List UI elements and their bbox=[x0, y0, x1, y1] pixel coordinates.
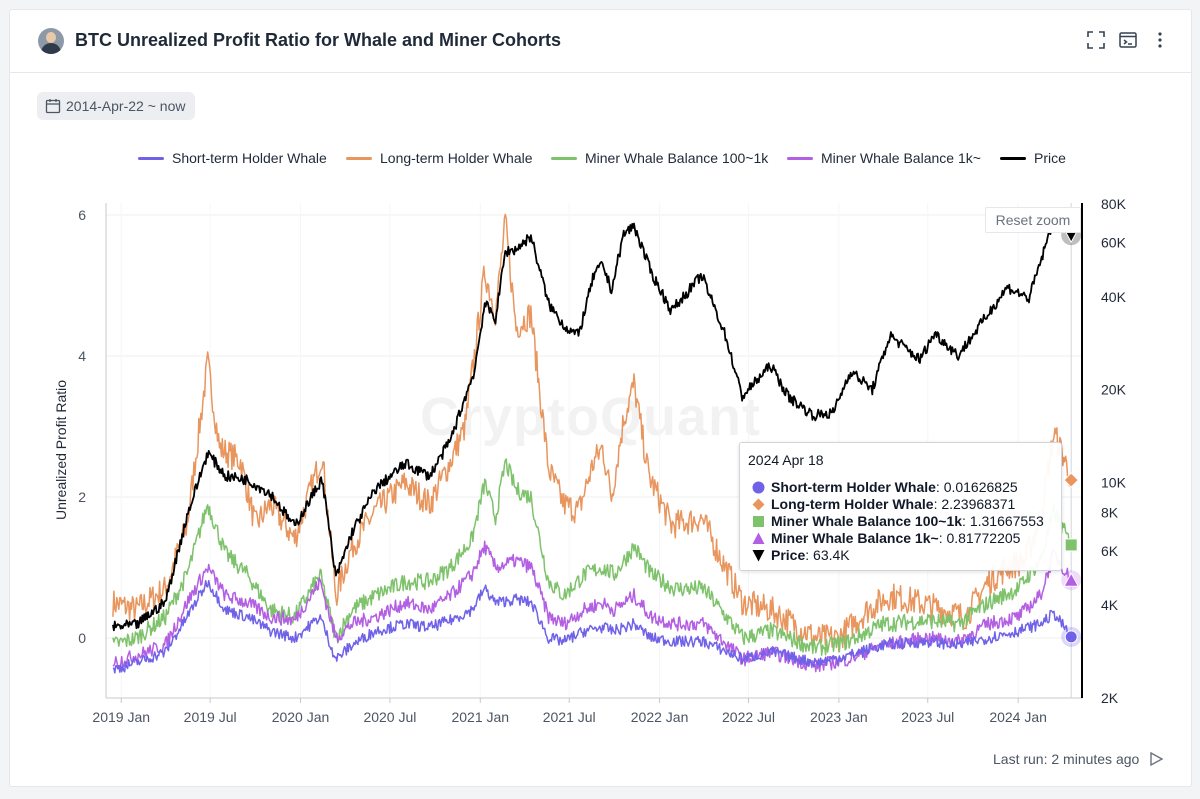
chart-title: BTC Unrealized Profit Ratio for Whale an… bbox=[75, 30, 562, 50]
series-line-miner-whale-100-1k bbox=[112, 458, 1072, 656]
chart-plot[interactable]: 0 2 4 6 2K 4K 6K 8K 10K 20K 40K 60K 80K 2019 Jan 2019 … bbox=[10, 10, 1191, 786]
x-tick-label: 2024 Jan bbox=[989, 709, 1047, 725]
tooltip-row: Short-term Holder Whale: 0.01626825 bbox=[752, 479, 1018, 495]
hover-marker-sth bbox=[1064, 630, 1078, 644]
hover-marker-mw1k bbox=[1063, 572, 1080, 587]
last-run-text: Last run: 2 minutes ago bbox=[993, 751, 1140, 767]
y2-tick-label: 4K bbox=[1101, 597, 1119, 613]
terminal-icon[interactable] bbox=[1118, 30, 1138, 50]
x-tick-label: 2020 Jan bbox=[272, 709, 330, 725]
triangle-down-marker-icon bbox=[752, 549, 765, 562]
y-axis-label: Unrealized Profit Ratio bbox=[53, 380, 69, 520]
legend-item-sth[interactable]: Short-term Holder Whale bbox=[138, 150, 327, 166]
y-tick-label: 6 bbox=[78, 207, 86, 223]
legend-label: Long-term Holder Whale bbox=[380, 150, 533, 166]
x-tick-label: 2022 Jan bbox=[631, 709, 689, 725]
legend-item-mw1k[interactable]: Miner Whale Balance 1k~ bbox=[787, 150, 981, 166]
y2-tick-label: 20K bbox=[1101, 382, 1127, 398]
legend-swatch bbox=[346, 156, 372, 160]
tooltip-label: Price bbox=[771, 547, 806, 563]
x-tick-label: 2020 Jul bbox=[363, 709, 416, 725]
tooltip-label: Long-term Holder Whale bbox=[771, 496, 934, 512]
card-header: BTC Unrealized Profit Ratio for Whale an… bbox=[10, 10, 1191, 73]
y2-tick-label: 40K bbox=[1101, 289, 1127, 305]
triangle-marker-icon bbox=[752, 532, 765, 545]
tooltip-row: Miner Whale Balance 100~1k: 1.31667553 bbox=[752, 513, 1044, 529]
more-vert-icon[interactable] bbox=[1150, 30, 1170, 50]
calendar-icon bbox=[45, 99, 61, 114]
y2-tick-label: 10K bbox=[1101, 474, 1127, 490]
tooltip-value: 0.81772205 bbox=[946, 530, 1021, 546]
date-range-selector[interactable]: 2014-Apr-22 ~ now bbox=[37, 92, 196, 120]
expand-icon[interactable] bbox=[1086, 30, 1106, 50]
y2-tick-label: 80K bbox=[1101, 196, 1127, 212]
series-line-long-term-holder-whale bbox=[112, 213, 1072, 653]
series-line-miner-whale-1k bbox=[112, 540, 1072, 673]
tooltip-value: 0.01626825 bbox=[943, 479, 1018, 495]
hover-marker-lth bbox=[1063, 472, 1079, 488]
legend-item-price[interactable]: Price bbox=[1000, 150, 1066, 166]
diamond-marker-icon bbox=[752, 498, 765, 511]
x-tick-label: 2023 Jul bbox=[901, 709, 954, 725]
legend-swatch bbox=[787, 156, 813, 160]
tooltip-row: Miner Whale Balance 1k~: 0.81772205 bbox=[752, 530, 1020, 546]
tooltip-label: Miner Whale Balance 1k~ bbox=[771, 530, 939, 546]
tooltip-value: 2.23968371 bbox=[941, 496, 1016, 512]
watermark: CryptoQuant bbox=[420, 387, 761, 447]
x-tick-label: 2019 Jan bbox=[92, 709, 150, 725]
legend-label: Price bbox=[1034, 150, 1066, 166]
y2-tick-label: 6K bbox=[1101, 543, 1119, 559]
y-tick-label: 0 bbox=[78, 630, 86, 646]
x-tick-label: 2019 Jul bbox=[184, 709, 237, 725]
avatar[interactable] bbox=[38, 28, 64, 54]
tooltip-label: Miner Whale Balance 100~1k bbox=[771, 513, 963, 529]
chart-legend: Short-term Holder Whale Long-term Holder… bbox=[10, 150, 1191, 170]
play-icon[interactable] bbox=[1148, 751, 1164, 772]
tooltip-value: 63.4K bbox=[813, 547, 850, 563]
series-line-price bbox=[112, 210, 1073, 632]
tooltip-label: Short-term Holder Whale bbox=[771, 479, 936, 495]
y-tick-label: 2 bbox=[78, 489, 86, 505]
x-tick-label: 2022 Jul bbox=[722, 709, 775, 725]
y-tick-label: 4 bbox=[78, 348, 86, 364]
legend-label: Miner Whale Balance 1k~ bbox=[821, 150, 981, 166]
legend-item-mw100[interactable]: Miner Whale Balance 100~1k bbox=[551, 150, 768, 166]
square-marker-icon bbox=[752, 515, 765, 528]
series-line-short-term-holder-whale bbox=[112, 579, 1072, 674]
reset-zoom-button[interactable]: Reset zoom bbox=[985, 207, 1081, 233]
chart-card: BTC Unrealized Profit Ratio for Whale an… bbox=[9, 9, 1192, 787]
legend-swatch bbox=[138, 156, 164, 160]
date-range-label: 2014-Apr-22 ~ now bbox=[66, 98, 186, 114]
tooltip-date: 2024 Apr 18 bbox=[748, 452, 824, 468]
tooltip-row: Price: 63.4K bbox=[752, 547, 850, 563]
chart-tooltip: 2024 Apr 18 Short-term Holder Whale: 0.0… bbox=[739, 442, 1062, 571]
tooltip-row: Long-term Holder Whale: 2.23968371 bbox=[752, 496, 1015, 512]
x-tick-label: 2021 Jan bbox=[451, 709, 509, 725]
x-tick-label: 2021 Jul bbox=[543, 709, 596, 725]
legend-swatch bbox=[551, 156, 577, 160]
circle-marker-icon bbox=[752, 481, 765, 494]
hover-marker-mw100 bbox=[1064, 538, 1078, 552]
y2-tick-label: 8K bbox=[1101, 504, 1119, 520]
y2-tick-label: 2K bbox=[1101, 690, 1119, 706]
legend-label: Miner Whale Balance 100~1k bbox=[585, 150, 769, 166]
legend-item-lth[interactable]: Long-term Holder Whale bbox=[346, 150, 533, 166]
legend-swatch bbox=[1000, 156, 1026, 160]
y2-tick-label: 60K bbox=[1101, 235, 1127, 251]
tooltip-value: 1.31667553 bbox=[969, 513, 1044, 529]
x-tick-label: 2023 Jan bbox=[810, 709, 868, 725]
legend-label: Short-term Holder Whale bbox=[172, 150, 327, 166]
